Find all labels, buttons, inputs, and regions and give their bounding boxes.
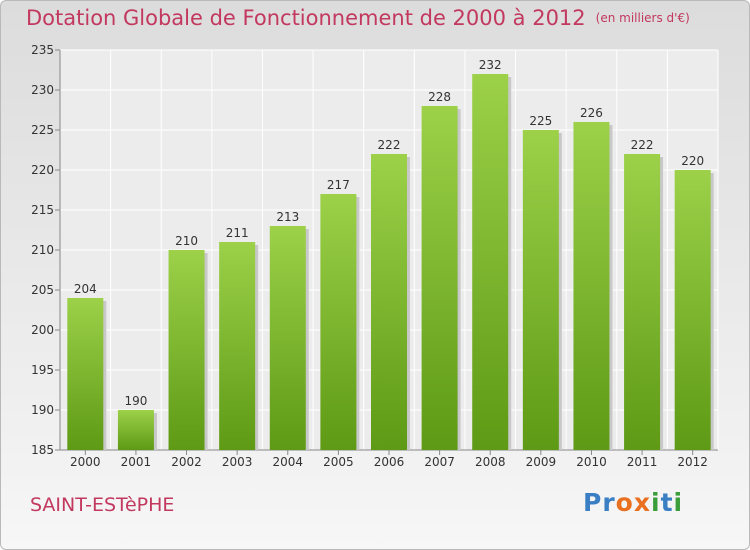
logo-letter: o [615,488,634,517]
chart-subtitle: (en milliers d'€) [595,11,690,25]
bar-value-label: 210 [175,234,198,248]
y-tick-label: 235 [31,43,54,57]
commune-name: SAINT-ESTèPHE [30,494,175,516]
bar-value-label: 222 [378,138,401,152]
bar-value-label: 222 [631,138,654,152]
bar [624,154,661,450]
x-tick-label: 2000 [70,455,101,469]
y-tick-label: 185 [31,443,54,457]
bar [320,194,357,450]
x-tick-label: 2009 [526,455,557,469]
x-tick-label: 2004 [272,455,303,469]
y-tick-label: 215 [31,203,54,217]
y-tick-label: 205 [31,283,54,297]
logo-letter: t [660,488,674,517]
y-tick-label: 200 [31,323,54,337]
x-tick-label: 2002 [171,455,202,469]
y-tick-label: 195 [31,363,54,377]
proxiti-logo: Proxiti [583,488,683,517]
x-tick-label: 2003 [222,455,253,469]
x-tick-label: 2008 [475,455,506,469]
bar-value-label: 225 [529,114,552,128]
bar [219,242,256,450]
bar [674,170,711,450]
bar-value-label: 232 [479,58,502,72]
logo-letter: i [651,488,661,517]
bar [573,122,610,450]
bar-value-label: 217 [327,178,350,192]
bar [269,226,306,450]
x-tick-label: 2010 [576,455,607,469]
logo-letter: i [673,488,684,517]
chart-title: Dotation Globale de Fonctionnement de 20… [26,6,690,30]
bar [472,74,509,450]
x-tick-label: 2001 [121,455,152,469]
bar-value-label: 211 [226,226,249,240]
bar [117,410,154,450]
bar [522,130,559,450]
bar-value-label: 228 [428,90,451,104]
x-tick-label: 2006 [374,455,405,469]
x-tick-label: 2007 [424,455,455,469]
bar [67,298,104,450]
y-tick-label: 210 [31,243,54,257]
title-text: Dotation Globale de Fonctionnement de 20… [26,6,586,30]
logo-letter: r [602,488,616,517]
bar [168,250,205,450]
y-tick-label: 230 [31,83,54,97]
bar-value-label: 190 [124,394,147,408]
bar-value-label: 226 [580,106,603,120]
bar-value-label: 213 [276,210,299,224]
logo-letter: x [633,488,651,517]
y-tick-label: 220 [31,163,54,177]
bar-value-label: 204 [74,282,97,296]
logo-letter: P [583,488,603,517]
x-tick-label: 2011 [627,455,658,469]
bar [421,106,458,450]
bar-value-label: 220 [681,154,704,168]
y-tick-label: 225 [31,123,54,137]
bar [371,154,407,450]
x-tick-label: 2005 [323,455,354,469]
x-tick-label: 2012 [677,455,708,469]
y-tick-label: 190 [31,403,54,417]
